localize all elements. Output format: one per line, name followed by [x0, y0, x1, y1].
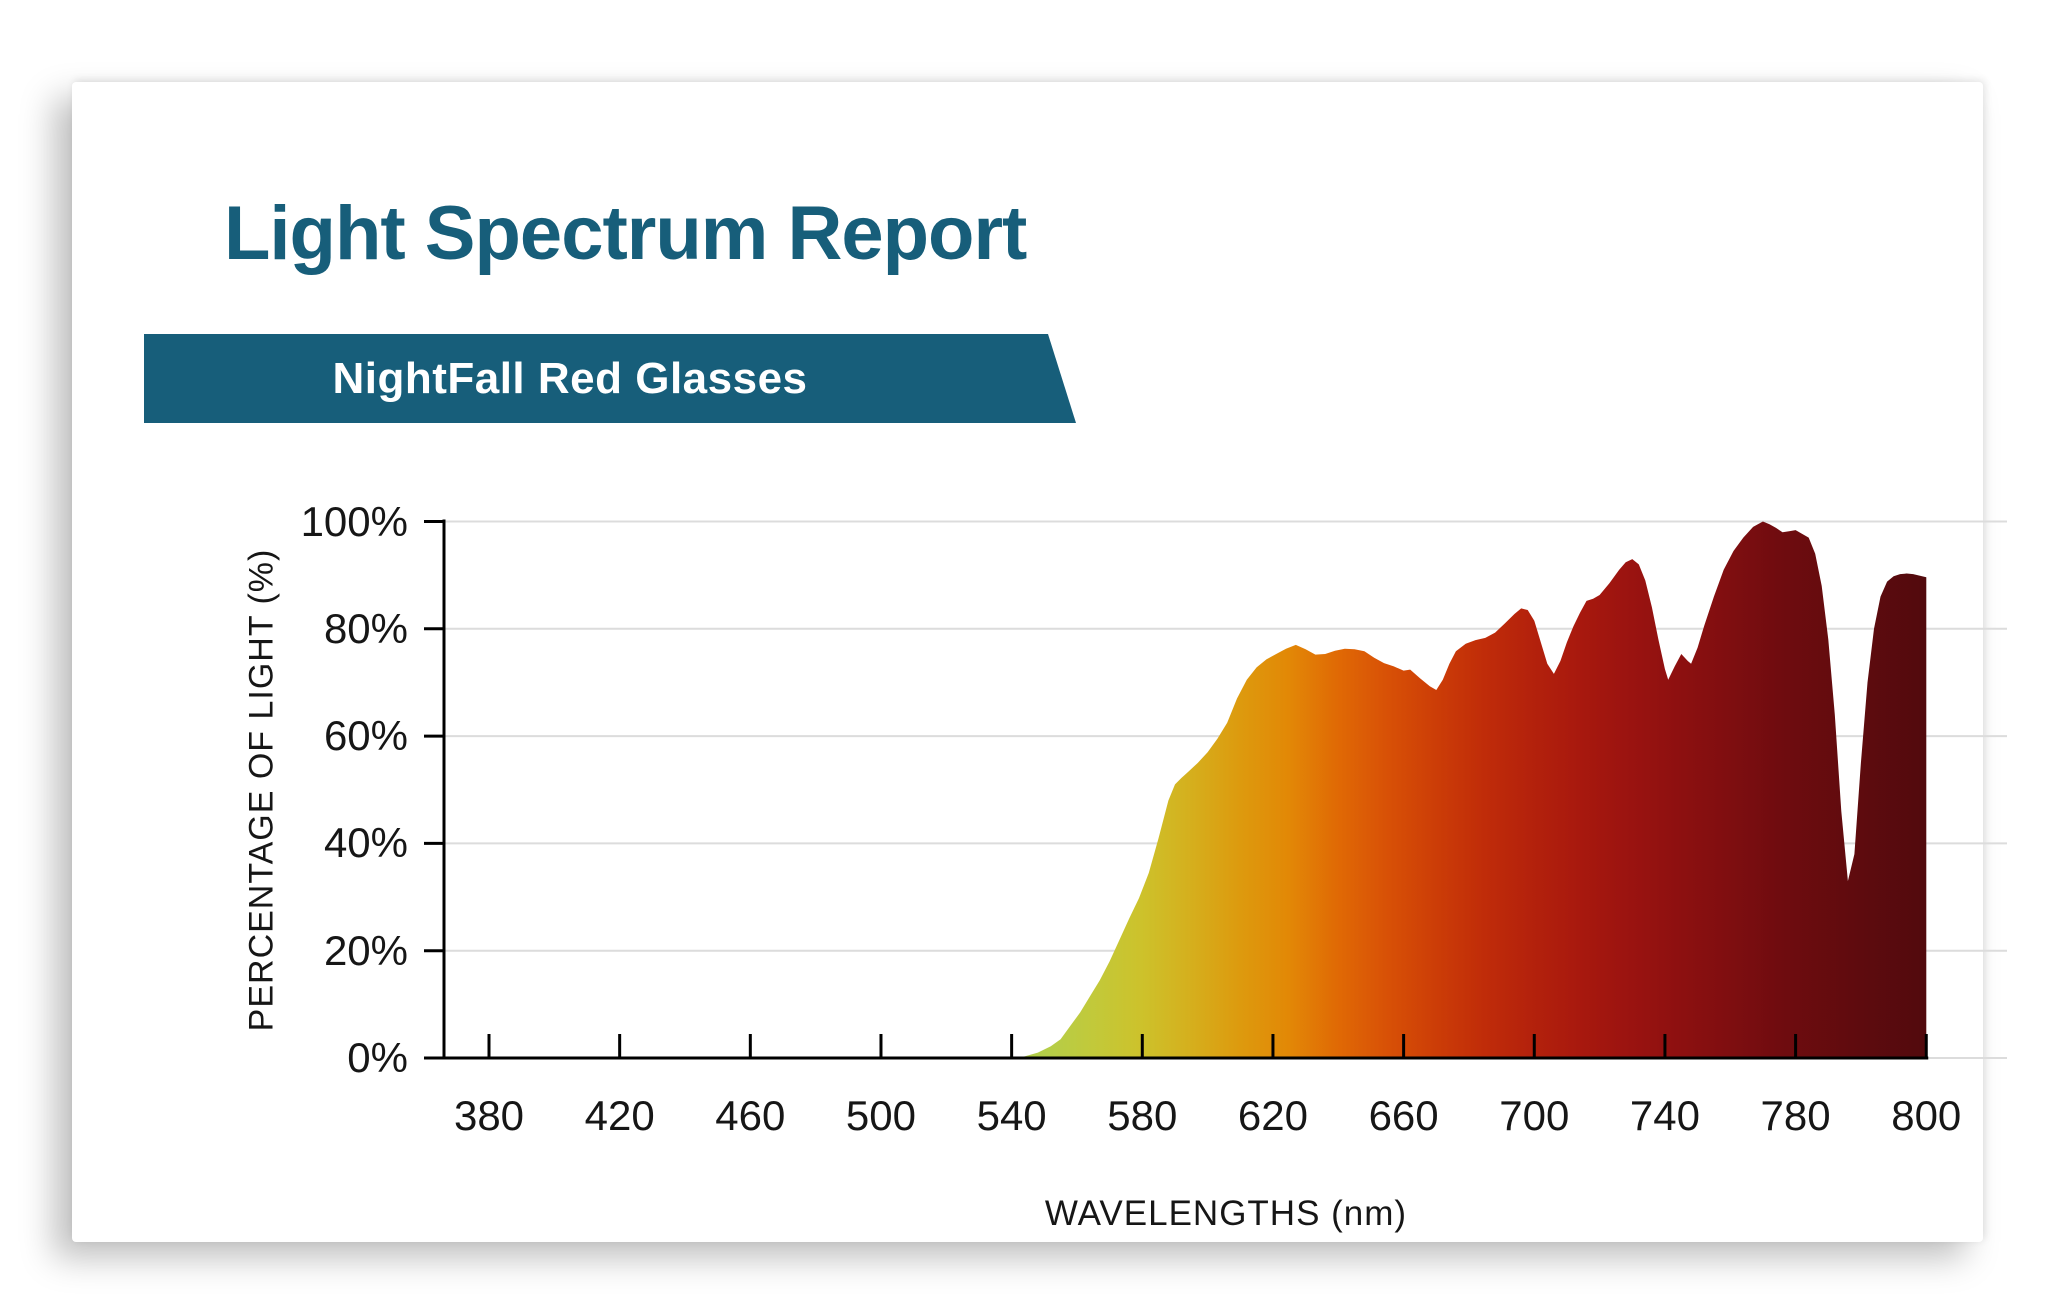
subtitle-text: NightFall Red Glasses: [332, 353, 808, 403]
x-tick-label: 460: [715, 1092, 786, 1139]
x-tick-label: 660: [1368, 1092, 1439, 1139]
x-tick-label: 780: [1760, 1092, 1831, 1139]
y-axis-title: PERCENTAGE OF LIGHT (%): [242, 548, 281, 1032]
x-tick-label: 380: [453, 1092, 525, 1139]
y-tick-label: 40%: [323, 819, 408, 867]
spectrum-fill: [1011, 521, 1927, 1058]
x-tick-label: 500: [845, 1092, 917, 1139]
report-card: Light Spectrum Report NightFall Red Glas…: [72, 82, 2007, 1242]
y-tick-label: 20%: [323, 926, 408, 974]
x-tick-label: 800: [1891, 1092, 1962, 1139]
x-axis-title: WAVELENGTHS (nm): [1044, 1194, 1408, 1233]
page-title: Light Spectrum Report: [224, 191, 1027, 276]
x-tick-label: 580: [1107, 1092, 1178, 1139]
x-tick-label: 620: [1237, 1092, 1308, 1139]
subtitle-ribbon: NightFall Red Glasses: [144, 334, 1076, 423]
y-tick-label: 60%: [323, 712, 408, 760]
spectrum-area-chart: [424, 519, 2007, 1060]
x-tick-label: 740: [1629, 1092, 1700, 1139]
x-tick-label: 700: [1499, 1092, 1570, 1139]
y-tick-label: 0%: [347, 1034, 408, 1081]
y-tick-label: 80%: [323, 604, 408, 652]
y-tick-label: 100%: [300, 497, 408, 545]
x-tick-label: 540: [976, 1092, 1047, 1139]
x-tick-label: 420: [584, 1092, 655, 1139]
